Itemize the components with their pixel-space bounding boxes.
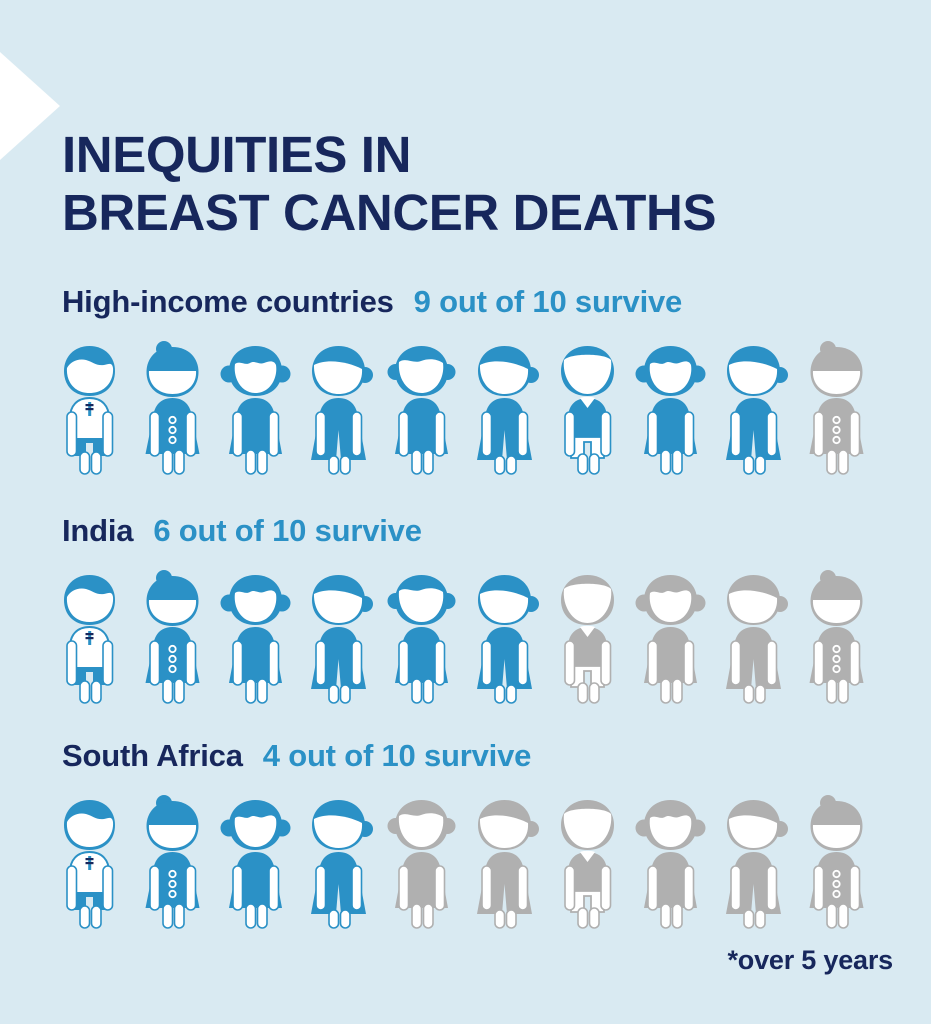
- pictogram-strip: [0, 567, 931, 707]
- row-header: India 6 out of 10 survive: [0, 513, 931, 559]
- footnote: *over 5 years: [727, 945, 893, 975]
- row-header: South Africa 4 out of 10 survive: [0, 738, 931, 784]
- figure-girl-side-long: [297, 338, 380, 478]
- row-stat: 6 out of 10 survive: [153, 513, 422, 548]
- figure-girl-bun-buttons-2: [795, 567, 878, 707]
- data-row-high-income: High-income countries 9 out of 10 surviv…: [0, 284, 931, 478]
- figure-girl-side-2: [712, 338, 795, 478]
- figure-girl-side-2: [712, 567, 795, 707]
- row-stat: 4 out of 10 survive: [262, 738, 532, 773]
- pictogram-strip: [0, 338, 931, 478]
- figure-boy-shirt: [48, 567, 131, 707]
- figure-boy-collar: [546, 567, 629, 707]
- row-label: South Africa: [62, 738, 243, 773]
- figure-boy-shirt: [48, 338, 131, 478]
- figure-girl-bun-buttons: [131, 792, 214, 932]
- title-line-2: BREAST CANCER DEATHS: [62, 183, 717, 241]
- title-line-1: INEQUITIES IN: [62, 126, 412, 183]
- figure-girl-bob-2: [629, 792, 712, 932]
- figure-girl-side-long: [297, 567, 380, 707]
- figure-girl-bun-buttons-2: [795, 792, 878, 932]
- figure-girl-bob-2: [629, 338, 712, 478]
- row-label: High-income countries: [62, 284, 394, 319]
- figure-girl-puff: [380, 792, 463, 932]
- figure-girl-side: [463, 792, 546, 932]
- figure-girl-bob-2: [629, 567, 712, 707]
- figure-girl-side: [463, 567, 546, 707]
- figure-girl-puff: [380, 338, 463, 478]
- figure-girl-bun-buttons-2: [795, 338, 878, 478]
- row-header: High-income countries 9 out of 10 surviv…: [0, 284, 931, 330]
- figure-girl-side-2: [712, 792, 795, 932]
- pictogram-strip: [0, 792, 931, 932]
- figure-girl-puff: [380, 567, 463, 707]
- row-label: India: [62, 513, 134, 548]
- figure-girl-bob: [214, 792, 297, 932]
- figure-girl-bun-buttons: [131, 567, 214, 707]
- play-triangle-icon: [0, 52, 60, 160]
- figure-boy-collar: [546, 792, 629, 932]
- figure-boy-shirt: [48, 792, 131, 932]
- row-stat: 9 out of 10 survive: [413, 284, 683, 319]
- data-row-south-africa: South Africa 4 out of 10 survive: [0, 738, 931, 932]
- figure-boy-collar: [546, 338, 629, 478]
- figure-girl-bob: [214, 338, 297, 478]
- figure-girl-side: [463, 338, 546, 478]
- page-title: INEQUITIES IN BREAST CANCER DEATHS: [62, 126, 882, 241]
- figure-girl-bob: [214, 567, 297, 707]
- figure-girl-bun-buttons: [131, 338, 214, 478]
- data-row-india: India 6 out of 10 survive: [0, 513, 931, 707]
- figure-girl-side-long: [297, 792, 380, 932]
